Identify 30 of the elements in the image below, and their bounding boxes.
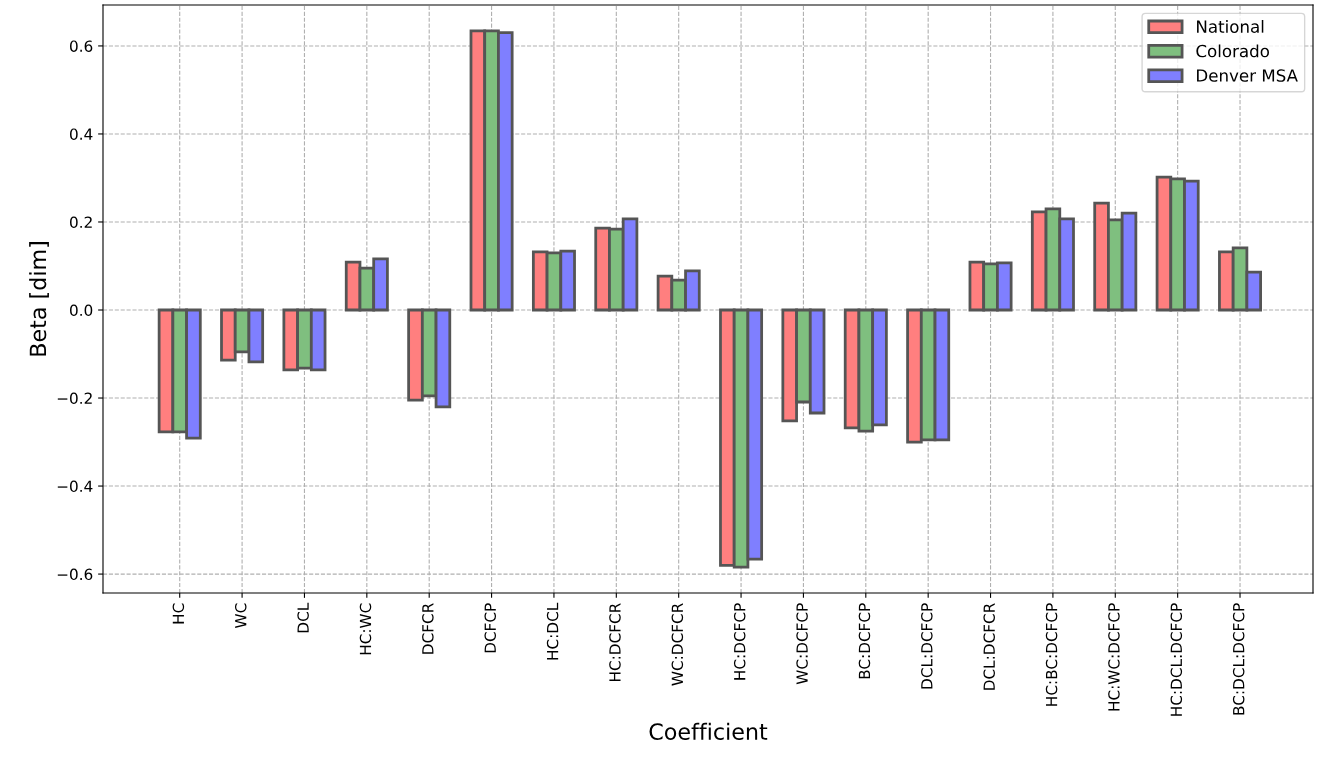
x-tick-label: BC:DCFCP (858, 603, 871, 679)
y-tick-label: 0.4 (69, 128, 93, 140)
legend-label: National (1197, 20, 1264, 33)
x-tick-label: WC:DCFCP (796, 603, 808, 685)
x-tick-label: WC (234, 603, 247, 628)
x-tick-label: HC:DCFCP (733, 603, 746, 680)
x-tick-label: DCL (297, 602, 309, 633)
y-tick-label: −0.2 (57, 392, 92, 405)
x-tick-label: HC:WC:DCFCP (1108, 603, 1120, 711)
x-tick-label: DCL:DCFCP (921, 603, 933, 689)
legend-label: Colorado (1196, 44, 1269, 58)
y-tick-label: 0.2 (69, 216, 92, 228)
y-tick-label: 0.6 (69, 40, 93, 52)
x-tick-label: HC:BC:DCFCP (1045, 603, 1058, 706)
y-tick-label: 0.0 (69, 304, 93, 317)
y-tick-label: −0.6 (57, 568, 93, 581)
x-tick-label: BC:DCL:DCFCP (1232, 603, 1245, 715)
y-axis-title: Beta [dim] (29, 242, 49, 356)
legend-label: Denver MSA (1197, 69, 1298, 82)
y-tick-label: −0.4 (57, 480, 93, 493)
x-tick-label: HC (172, 603, 185, 624)
x-tick-label: WC:DCFCR (671, 603, 684, 686)
x-tick-label: HC:DCL:DCFCP (1170, 603, 1183, 716)
x-tick-label: DCL:DCFCR (983, 603, 995, 690)
x-axis-title: Coefficient (649, 722, 768, 740)
x-tick-label: HC:DCL (546, 602, 559, 660)
x-tick-label: DCFCR (422, 603, 434, 654)
x-tick-label: HC:DCFCR (609, 603, 621, 682)
x-tick-label: DCFCP (484, 603, 497, 653)
x-tick-label: HC:WC (359, 603, 372, 655)
